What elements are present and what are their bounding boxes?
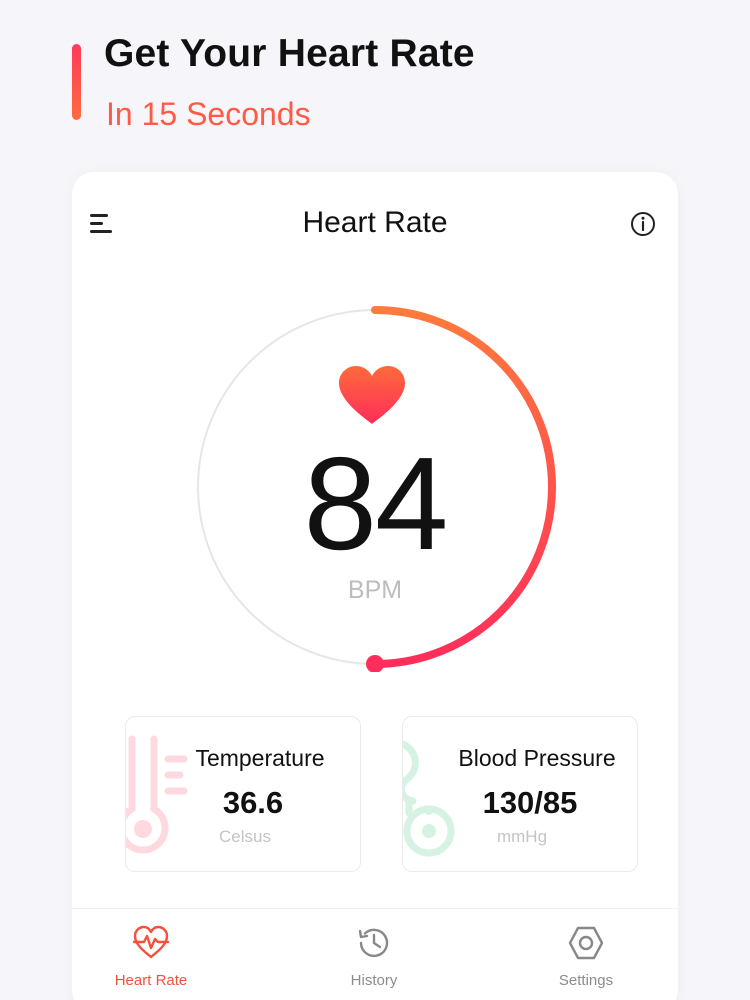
app-card: Heart Rate 84 BPM — [72, 172, 678, 1000]
page-title: Heart Rate — [302, 206, 448, 239]
nav-label-history: History — [350, 972, 398, 989]
settings-icon — [568, 926, 604, 960]
nav-tab-heart-rate[interactable]: Heart Rate — [71, 924, 231, 989]
menu-icon[interactable] — [90, 212, 116, 236]
bpm-unit: BPM — [347, 576, 403, 604]
promo-subtitle: In 15 Seconds — [106, 96, 311, 132]
promo-title: Get Your Heart Rate — [104, 32, 475, 75]
heart-pulse-icon — [132, 925, 170, 959]
stethoscope-icon — [403, 740, 455, 857]
nav-label-heart-rate: Heart Rate — [114, 972, 188, 989]
temperature-card[interactable]: Temperature 36.6 Celsus — [125, 716, 361, 872]
blood-pressure-label: Blood Pressure — [458, 745, 616, 771]
temperature-unit: Celsus — [219, 827, 271, 846]
temperature-value: 36.6 — [222, 785, 284, 820]
gauge-progress-knob — [366, 655, 384, 672]
temperature-label: Temperature — [195, 745, 325, 771]
nav-label-settings: Settings — [558, 972, 614, 989]
history-icon — [358, 928, 389, 958]
bpm-value: 84 — [303, 430, 449, 577]
gauge-progress-arc — [371, 306, 556, 668]
info-icon[interactable] — [630, 211, 656, 237]
heart-icon — [339, 366, 405, 424]
blood-pressure-unit: mmHg — [496, 827, 548, 846]
bpm-gauge — [197, 306, 556, 672]
blood-pressure-card[interactable]: Blood Pressure 130/85 mmHg — [402, 716, 638, 872]
blood-pressure-value: 130/85 — [482, 785, 578, 820]
promo-accent-bar — [72, 44, 81, 120]
nav-tab-settings[interactable]: Settings — [506, 924, 666, 989]
nav-divider — [72, 908, 678, 909]
nav-tab-history[interactable]: History — [294, 924, 454, 989]
thermometer-icon — [126, 735, 188, 854]
